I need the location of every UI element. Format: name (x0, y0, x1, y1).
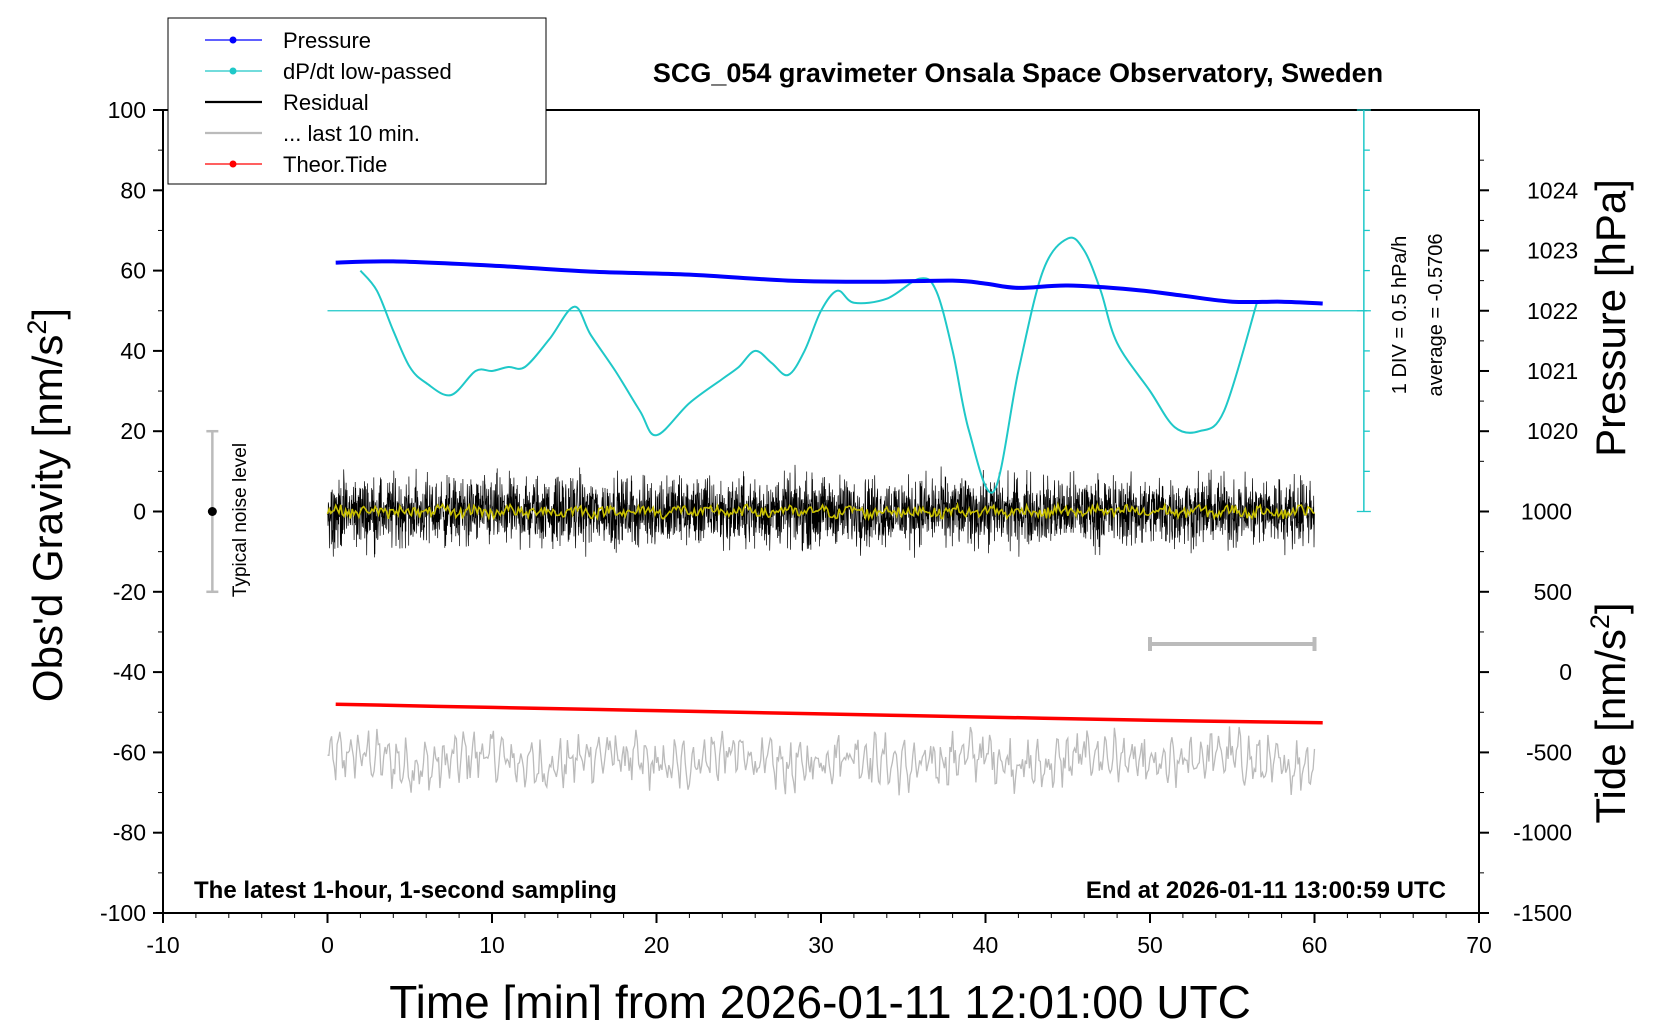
pressure-series-line (335, 259, 1323, 306)
plot-content: -10 0 10 20 30 40 50 60 70-100-80-60-40-20020406… (100, 97, 1578, 958)
y-axis-label-left: Obs'd Gravity [nm/s2] (22, 308, 71, 702)
chart-title: SCG_054 gravimeter Onsala Space Observat… (653, 58, 1383, 88)
div-label: 1 DIV = 0.5 hPa/h (1389, 236, 1411, 394)
tide-tick-label: -1500 (1513, 900, 1572, 926)
legend-label: ... last 10 min. (283, 121, 420, 146)
x-tick-label: 30 (808, 932, 834, 958)
y-tick-label: 40 (120, 338, 146, 364)
x-tick-label: 60 (1302, 932, 1328, 958)
residual-smoothed-line (326, 501, 1315, 522)
tide-series-line (335, 702, 1323, 725)
y-tick-label: -20 (113, 579, 146, 605)
pressure-tick-label: 1023 (1527, 238, 1578, 264)
x-tick-label: 20 (644, 932, 670, 958)
tide-tick-label: -500 (1526, 739, 1572, 765)
legend-item: Pressure (205, 28, 371, 53)
noise-level-label: Typical noise level (230, 443, 251, 597)
tide-tick-label: 1000 (1521, 499, 1572, 525)
y-tick-label: 100 (108, 97, 146, 123)
legend-label: Residual (283, 90, 369, 115)
tide-tick-label: -1000 (1513, 820, 1572, 846)
y-tick-label: 60 (120, 258, 146, 284)
y-tick-label: 20 (120, 418, 146, 444)
legend-item: Theor.Tide (205, 152, 387, 177)
average-label: average = -0.5706 (1425, 234, 1447, 397)
legend-swatch-marker (229, 67, 237, 75)
footer-right: End at 2026-01-11 13:00:59 UTC (1086, 877, 1446, 904)
last10-series-line (327, 726, 1316, 796)
y-tick-label: 0 (133, 499, 146, 525)
y-axis-label-pressure: Pressure [hPa] (1587, 179, 1634, 457)
x-tick-label: -10 (146, 932, 179, 958)
y-tick-label: -80 (113, 820, 146, 846)
legend-label: Pressure (283, 28, 371, 53)
y-tick-label: -40 (113, 659, 146, 685)
pressure-tick-label: 1022 (1527, 298, 1578, 324)
legend-label: Theor.Tide (283, 152, 387, 177)
pressure-tick-label: 1021 (1527, 358, 1578, 384)
x-tick-label: 50 (1137, 932, 1163, 958)
legend-label: dP/dt low-passed (283, 59, 452, 84)
legend-swatch-marker (229, 36, 237, 44)
pressure-tick-label: 1024 (1527, 177, 1578, 203)
legend-swatch-marker (229, 160, 237, 168)
legend: Pressure dP/dt low-passed Residual ... last… (167, 17, 547, 185)
y-tick-label: -60 (113, 739, 146, 765)
pressure-tick-label: 1020 (1527, 418, 1578, 444)
y-tick-label: 80 (120, 177, 146, 203)
tide-tick-label: 0 (1559, 659, 1572, 685)
legend-item: dP/dt low-passed (205, 59, 452, 84)
tide-tick-label: 500 (1534, 579, 1572, 605)
x-tick-label: 40 (973, 932, 999, 958)
x-tick-label: 0 (321, 932, 334, 958)
footer-left: The latest 1-hour, 1-second sampling (194, 877, 617, 904)
y-tick-label: -100 (100, 900, 146, 926)
dpdt-series-line (359, 236, 1258, 494)
legend-item: ... last 10 min. (205, 121, 420, 146)
x-tick-label: 70 (1466, 932, 1492, 958)
x-axis-label: Time [min] from 2026-01-11 12:01:00 UTC (389, 976, 1251, 1020)
legend-item: Residual (205, 90, 369, 115)
y-axis-label-tide: Tide [nm/s2] (1585, 602, 1634, 823)
noise-bar-center (207, 507, 217, 516)
x-tick-label: 10 (479, 932, 505, 958)
